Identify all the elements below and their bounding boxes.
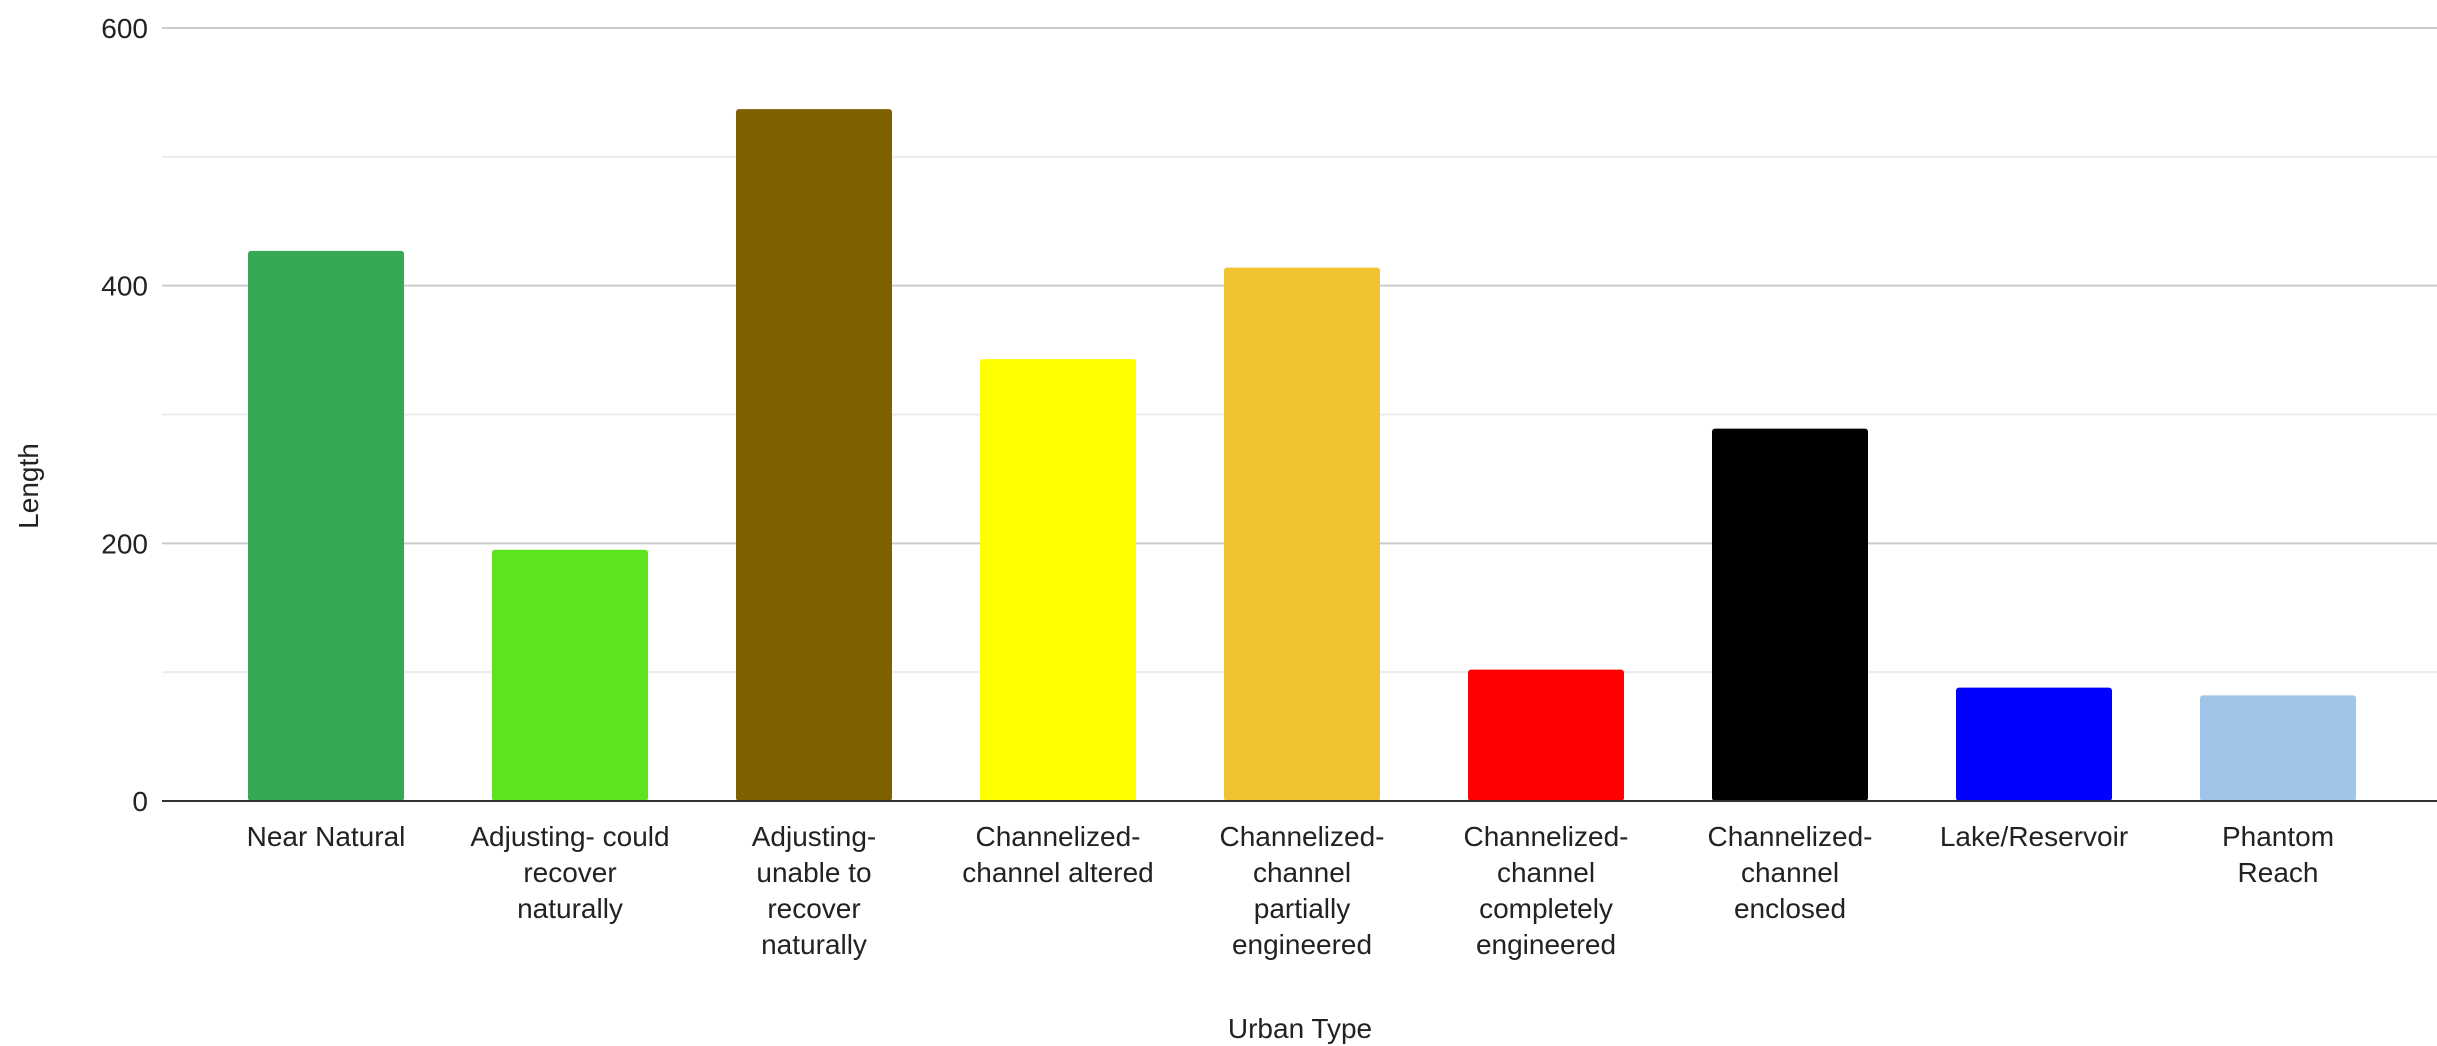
bar [248,250,404,802]
x-tick-label: Lake/Reservoir [1940,821,2128,852]
x-tick-label: Channelized-channel partially engineered [1220,821,1385,960]
bar [492,549,648,801]
x-tick-label: Channelized-channel completely engineered [1464,821,1629,960]
y-tick-label: 0 [132,786,148,817]
y-tick-label: 200 [101,528,148,559]
bar [2200,695,2356,801]
bar [1468,669,1624,801]
x-tick-label: Channelized-channel altered [962,821,1153,888]
x-tick-label: Adjusting-unable to recover naturally [752,821,877,960]
x-tick-label: Channelized-channel enclosed [1708,821,1873,924]
bar [1712,428,1868,801]
y-axis-ticks: 0 200 400 600 [101,13,148,817]
bar [1956,687,2112,801]
bars [248,109,2356,802]
x-tick-label: Phantom Reach [2222,821,2334,888]
x-tick-label: Adjusting- could recover naturally [470,821,669,924]
bar [736,109,892,802]
bar [980,359,1136,801]
y-tick-label: 600 [101,13,148,44]
y-tick-label: 400 [101,271,148,302]
x-axis-title: Urban Type [1228,1013,1372,1044]
y-axis-title: Length [13,443,44,529]
bar [1224,267,1380,801]
x-tick-label: Near Natural [247,821,406,852]
x-axis-category-labels: Near Natural Adjusting- could recover natur… [247,821,2334,960]
